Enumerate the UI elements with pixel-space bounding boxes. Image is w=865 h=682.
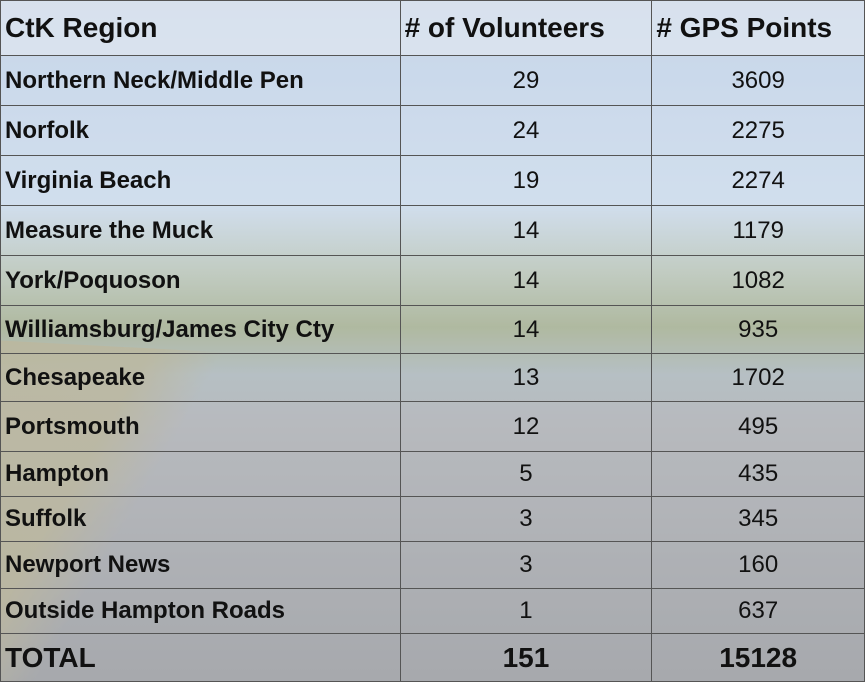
body-row: Norfolk 24 2275 <box>0 105 865 156</box>
cell: York/Poquoson <box>0 255 401 306</box>
cell: 3 <box>399 496 653 542</box>
header-cell: CtK Region <box>0 0 401 56</box>
cell: Chesapeake <box>0 353 401 402</box>
cell: 15128 <box>651 633 865 682</box>
body-row: Newport News 3 160 <box>0 541 865 589</box>
head-row: CtK Region # of Volunteers # GPS Points <box>0 0 865 56</box>
cell: Portsmouth <box>0 401 401 452</box>
cell: 2275 <box>651 105 865 156</box>
cell: TOTAL <box>0 633 401 682</box>
body-row: Portsmouth 12 495 <box>0 401 865 452</box>
cell: Suffolk <box>0 496 401 542</box>
cell: Hampton <box>0 451 401 497</box>
body-row: Suffolk 3 345 <box>0 496 865 542</box>
body-row: York/Poquoson 14 1082 <box>0 255 865 306</box>
tot-row: TOTAL 151 15128 <box>0 633 865 682</box>
cell: 151 <box>399 633 653 682</box>
header-cell: # GPS Points <box>651 0 865 56</box>
cell: Outside Hampton Roads <box>0 588 401 634</box>
body-row: Outside Hampton Roads 1 637 <box>0 588 865 634</box>
cell: 5 <box>399 451 653 497</box>
body-row: Virginia Beach 19 2274 <box>0 155 865 206</box>
cell: Williamsburg/James City Cty <box>0 305 401 354</box>
cell: 13 <box>399 353 653 402</box>
body-row: Northern Neck/Middle Pen 29 3609 <box>0 55 865 106</box>
header-cell: # of Volunteers <box>399 0 653 56</box>
cell: 24 <box>399 105 653 156</box>
cell: 2274 <box>651 155 865 206</box>
cell: 935 <box>651 305 865 354</box>
cell: 12 <box>399 401 653 452</box>
cell: Measure the Muck <box>0 205 401 256</box>
cell: 1 <box>399 588 653 634</box>
cell: 1179 <box>651 205 865 256</box>
cell: 1702 <box>651 353 865 402</box>
cell: Virginia Beach <box>0 155 401 206</box>
cell: 345 <box>651 496 865 542</box>
cell: 435 <box>651 451 865 497</box>
cell: Norfolk <box>0 105 401 156</box>
body-row: Chesapeake 13 1702 <box>0 353 865 402</box>
cell: 160 <box>651 541 865 589</box>
cell: Newport News <box>0 541 401 589</box>
cell: 3609 <box>651 55 865 106</box>
cell: 14 <box>399 205 653 256</box>
body-row: Williamsburg/James City Cty 14 935 <box>0 305 865 354</box>
cell: Northern Neck/Middle Pen <box>0 55 401 106</box>
cell: 495 <box>651 401 865 452</box>
cell: 637 <box>651 588 865 634</box>
cell: 14 <box>399 255 653 306</box>
cell: 19 <box>399 155 653 206</box>
cell: 1082 <box>651 255 865 306</box>
body-row: Measure the Muck 14 1179 <box>0 205 865 256</box>
cell: 14 <box>399 305 653 354</box>
cell: 3 <box>399 541 653 589</box>
cell: 29 <box>399 55 653 106</box>
body-row: Hampton 5 435 <box>0 451 865 497</box>
